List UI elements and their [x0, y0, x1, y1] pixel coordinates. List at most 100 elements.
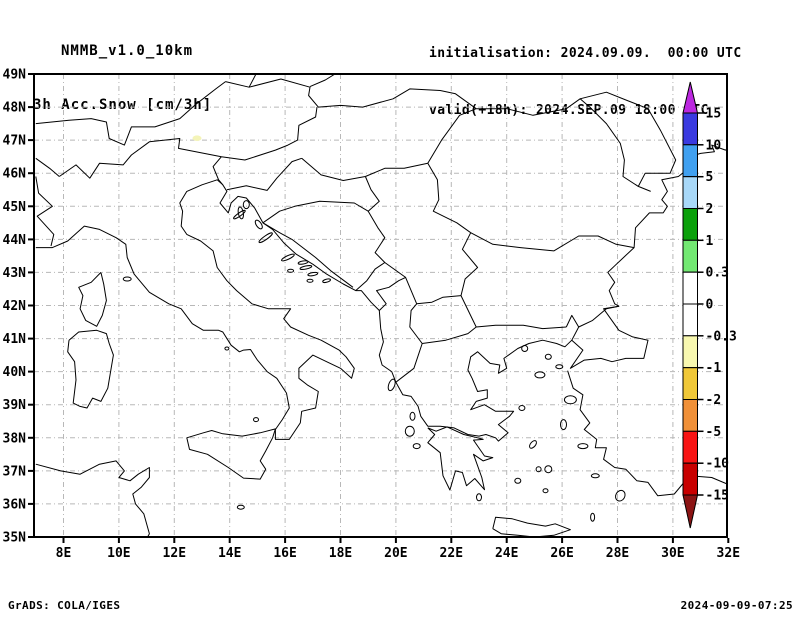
- coastline: [219, 144, 727, 442]
- country-border: [395, 303, 423, 383]
- colorbar-label: -10: [706, 457, 730, 472]
- colorbar-label: 0.3: [706, 266, 729, 281]
- colorbar-segment: [682, 271, 698, 305]
- lon-tick-label: 20E: [384, 546, 407, 561]
- island: [297, 260, 309, 265]
- country-border: [422, 326, 477, 344]
- country-border: [579, 91, 677, 187]
- island: [518, 405, 526, 411]
- island: [534, 371, 546, 379]
- island: [224, 346, 230, 351]
- coastline: [78, 272, 107, 327]
- island: [307, 271, 319, 277]
- colorbar-segment: [682, 303, 698, 337]
- country-border: [35, 176, 55, 247]
- island: [514, 477, 522, 484]
- creation-timestamp: 2024-09-09-07:25: [680, 599, 793, 612]
- lat-tick-label: 37N: [3, 464, 27, 479]
- lat-tick-label: 46N: [3, 167, 27, 182]
- colorbar: 15 10 5 2 1 0.3 0 -0.3 -1 -2 -5 -10 -15: [682, 81, 737, 529]
- lon-tick-label: 10E: [107, 546, 130, 561]
- grads-credit: GrADS: COLA/IGES: [8, 599, 121, 612]
- country-border: [578, 305, 620, 328]
- country-border: [427, 108, 477, 164]
- lon-tick-label: 30E: [661, 546, 684, 561]
- colorbar-segment: [682, 144, 698, 178]
- colorbar-label: 15: [706, 107, 722, 122]
- island: [409, 411, 416, 421]
- colorbar-segment: [682, 208, 698, 241]
- lat-tick-label: 44N: [3, 233, 27, 248]
- island: [122, 276, 132, 282]
- initialisation-time: initialisation: 2024.09.09. 00:00 UTC: [429, 46, 742, 61]
- country-border: [460, 232, 479, 296]
- lat-tick-label: 47N: [3, 134, 27, 149]
- island: [590, 473, 600, 479]
- snow-accumulation-mark: [192, 135, 202, 141]
- island: [299, 265, 313, 270]
- colorbar-label: -0.3: [706, 329, 737, 344]
- lon-tick-label: 26E: [550, 546, 573, 561]
- island: [322, 278, 331, 283]
- country-border: [460, 295, 567, 330]
- lat-tick-label: 43N: [3, 266, 27, 281]
- island: [306, 278, 314, 283]
- lon-tick-label: 14E: [218, 546, 241, 561]
- country-border: [355, 262, 406, 291]
- coastline: [186, 428, 276, 480]
- country-border: [212, 156, 224, 186]
- variable-name: 3h Acc.Snow [cm/3h]: [33, 97, 213, 113]
- country-border: [367, 210, 386, 263]
- colorbar-segment: [682, 462, 698, 496]
- island: [236, 504, 245, 510]
- country-border: [262, 200, 369, 224]
- plot-title-block: NMMB_v1.0_10km 3h Acc.Snow [cm/3h]: [33, 6, 212, 150]
- country-border: [416, 295, 462, 305]
- colorbar-label: 0: [706, 298, 714, 313]
- graticule: [34, 74, 727, 537]
- island: [535, 466, 542, 473]
- island: [544, 465, 553, 474]
- lon-tick-label: 16E: [273, 546, 296, 561]
- island: [253, 417, 259, 423]
- country-border: [309, 74, 336, 88]
- model-name: NMMB_v1.0_10km: [61, 43, 194, 59]
- country-border: [301, 157, 366, 181]
- lat-tick-label: 38N: [3, 431, 27, 446]
- country-border: [262, 222, 354, 288]
- island: [412, 443, 421, 450]
- geography: [35, 74, 727, 537]
- island: [233, 209, 246, 220]
- island: [254, 219, 263, 230]
- country-border: [365, 162, 428, 177]
- island: [544, 353, 552, 360]
- colorbar-below-arrow: [682, 494, 699, 529]
- lon-tick-label: 12E: [163, 546, 186, 561]
- island: [560, 419, 567, 431]
- lat-tick-label: 39N: [3, 398, 27, 413]
- colorbar-above-arrow: [682, 81, 699, 114]
- colorbar-segment: [682, 367, 698, 401]
- island: [258, 232, 273, 244]
- island: [615, 489, 626, 502]
- colorbar-segment: [682, 239, 698, 273]
- map-frame: [33, 73, 728, 538]
- colorbar-segment: [682, 176, 698, 209]
- colorbar-label: -2: [706, 393, 722, 408]
- lon-tick-label: 22E: [440, 546, 463, 561]
- country-border: [476, 98, 651, 192]
- lon-tick-label: 18E: [329, 546, 352, 561]
- country-border: [226, 157, 302, 191]
- colorbar-segment: [682, 399, 698, 432]
- lon-tick-label: 8E: [56, 546, 72, 561]
- lat-tick-label: 35N: [3, 531, 27, 546]
- colorbar-segment: [682, 112, 698, 146]
- coastline: [35, 460, 150, 537]
- coastline: [427, 426, 494, 491]
- country-border: [364, 176, 380, 212]
- lon-tick-label: 32E: [717, 546, 740, 561]
- country-border: [287, 107, 318, 146]
- coastline: [35, 179, 355, 440]
- island: [387, 378, 396, 392]
- lat-tick-label: 45N: [3, 200, 27, 215]
